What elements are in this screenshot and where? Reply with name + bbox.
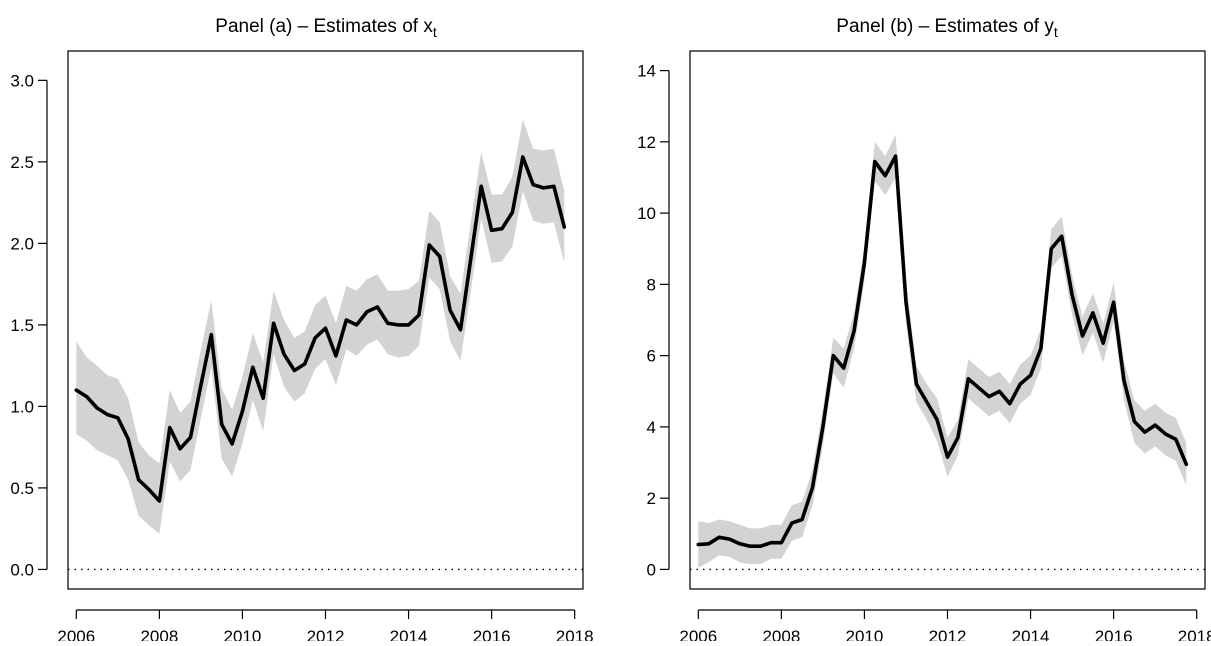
- panel-a-title-subscript: t: [433, 24, 437, 40]
- panel-b-x-tick-label: 2018: [1178, 627, 1211, 641]
- panel-b-y-tick-label: 2: [647, 489, 656, 508]
- panel-b-y-tick-label: 0: [647, 560, 656, 579]
- panel-b-y-tick-label: 4: [647, 418, 656, 437]
- panel-a-y-tick-label: 2.5: [10, 153, 34, 172]
- panel-b-plot-frame: [689, 50, 1206, 590]
- panel-a-x-tick-label: 2010: [224, 627, 262, 641]
- panel-b-x-tick-label: 2014: [1012, 627, 1050, 641]
- panel-a-y-tick-label: 3.0: [10, 71, 34, 90]
- panel-b-x-tick-label: 2012: [929, 627, 967, 641]
- panel-b-confidence-band: [698, 134, 1187, 568]
- panel-a-y-tick-label: 2.0: [10, 234, 34, 253]
- panel-b-x-tick-label: 2010: [846, 627, 884, 641]
- panel-b-title-subscript: t: [1054, 24, 1058, 40]
- panel-b-y-tick-label: 12: [637, 133, 656, 152]
- panel-a-y-tick-label: 0.0: [10, 560, 34, 579]
- panel-a-confidence-band: [76, 119, 565, 534]
- panel-b-estimate-line: [696, 154, 1189, 549]
- panel-b-y-tick-label: 6: [647, 347, 656, 366]
- panel-b-x-tick-label: 2016: [1095, 627, 1133, 641]
- panel-a-y-tick-label: 0.5: [10, 479, 34, 498]
- panel-a-x-tick-label: 2008: [140, 627, 178, 641]
- panel-a-x-tick-label: 2016: [473, 627, 511, 641]
- panel-a-estimate-line: [74, 155, 567, 503]
- panel-a-x-tick-label: 2018: [556, 627, 594, 641]
- panel-a-y-tick-label: 1.5: [10, 316, 34, 335]
- panel-a-plot-frame: [67, 50, 584, 590]
- panel-a-x-tick-label: 2006: [57, 627, 95, 641]
- panel-a-x-tick-label: 2012: [307, 627, 345, 641]
- panel-b-title: Panel (b) – Estimates of yt: [836, 16, 1058, 40]
- panel-a-x-tick-label: 2014: [390, 627, 428, 641]
- panel-b-y-tick-label: 8: [647, 275, 656, 294]
- panel-b-x-tick-label: 2006: [679, 627, 717, 641]
- panel-a-title: Panel (a) – Estimates of xt: [215, 16, 437, 40]
- panel-a: Panel (a) – Estimates of xt 2006 2008 2010 2…: [10, 16, 594, 646]
- panel-b-y-tick-label: 10: [637, 204, 656, 223]
- panel-b-x-tick-label: 2008: [762, 627, 800, 641]
- panel-a-y-tick-label: 1.0: [10, 397, 34, 416]
- panel-b-y-tick-label: 14: [637, 62, 656, 81]
